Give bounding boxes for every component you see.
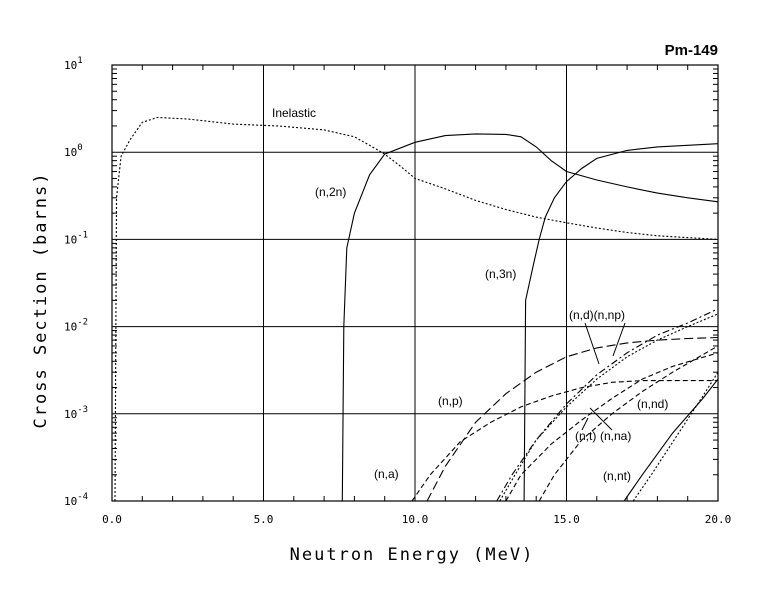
series-line — [411, 380, 718, 502]
plot-frame — [111, 64, 719, 502]
curve-label: (n,2n) — [315, 185, 346, 199]
chart-title: Pm-149 — [665, 42, 718, 59]
y-tick-label: 10-4 — [64, 492, 88, 508]
series-line — [496, 308, 719, 502]
x-tick-label: 15.0 — [553, 513, 580, 526]
curve-label: Inelastic — [272, 106, 316, 120]
curve-label: (n,p) — [438, 394, 463, 408]
series-line — [505, 352, 719, 502]
curve-label: (n,d)(n,np) — [569, 308, 625, 322]
x-tick-label: 10.0 — [402, 513, 429, 526]
curve-label: (n,3n) — [485, 267, 516, 281]
curve-label: (n,nd) — [637, 397, 668, 411]
y-tick-label: 100 — [64, 143, 83, 159]
series-lines — [114, 116, 719, 502]
leader-line — [581, 417, 589, 431]
series-line — [341, 133, 719, 502]
y-tick-label: 10-3 — [64, 405, 88, 421]
y-tick-label: 10-2 — [64, 318, 88, 334]
x-tick-label: 0.0 — [102, 513, 122, 526]
series-line — [623, 378, 719, 502]
y-tick-label: 101 — [64, 56, 83, 72]
x-tick-label: 20.0 — [705, 513, 732, 526]
x-tick-labels: 0.0 5.0 10.0 15.0 20.0 — [102, 513, 731, 526]
grid — [112, 65, 718, 501]
y-tick-label: 10-1 — [64, 230, 88, 246]
x-axis-title: Neutron Energy (MeV) — [290, 545, 535, 565]
series-line — [632, 371, 719, 502]
series-line — [523, 143, 719, 502]
curve-label: (n,nt) — [603, 469, 631, 483]
curve-label: (n,t) — [575, 429, 596, 443]
leader-line — [584, 322, 600, 365]
leader-line — [612, 322, 626, 357]
x-tick-label: 5.0 — [254, 513, 274, 526]
curve-label: (n,na) — [600, 429, 631, 443]
y-tick-labels: 10-4 10-3 10-2 10-1 100 101 — [64, 56, 88, 508]
leader-line — [589, 407, 613, 431]
annotations: Inelastic (n,2n) (n,3n) (n,d)(n,np) (n,p) (n,… — [272, 106, 668, 483]
series-line — [426, 336, 719, 502]
y-axis-title: Cross Section (barns) — [31, 172, 51, 429]
curve-label: (n,a) — [374, 467, 399, 481]
series-line — [114, 116, 719, 502]
series-line — [538, 345, 719, 502]
series-line — [499, 313, 719, 502]
